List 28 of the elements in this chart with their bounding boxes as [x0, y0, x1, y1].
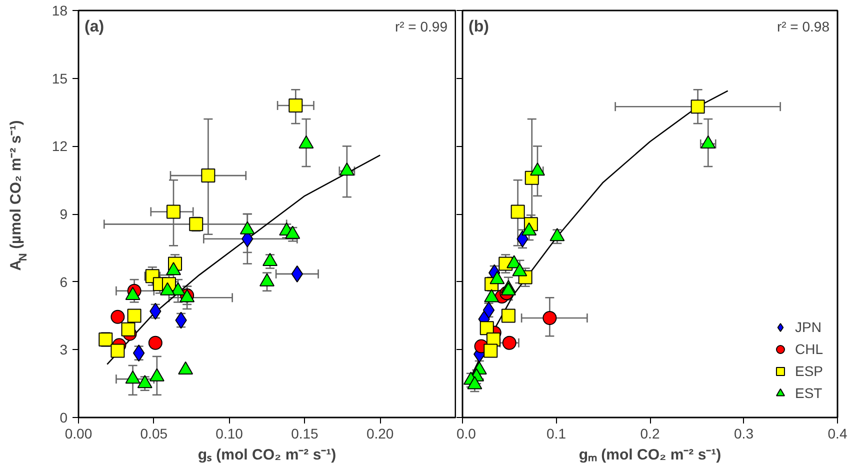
x-axis-title: gₛ (mol CO₂ m⁻² s⁻¹) — [198, 446, 336, 464]
y-axis-title: AN (µmol CO₂ m⁻² s⁻¹) — [8, 120, 30, 271]
legend-label: JPN — [794, 319, 822, 335]
y-tick-label: 3 — [60, 342, 68, 358]
text: (a) — [84, 18, 104, 36]
y-tick-label: 6 — [60, 274, 68, 290]
annotation: r² = 0.98 — [776, 18, 830, 34]
y-tick-label: 18 — [52, 2, 68, 18]
x-tick-label: 0.00 — [64, 426, 92, 442]
text: (b) — [468, 18, 489, 36]
x-tick-label: 0.4 — [828, 426, 848, 442]
x-tick-label: 0.1 — [546, 426, 566, 442]
y-tick-label: 12 — [52, 138, 68, 154]
y-tick-label: 0 — [60, 410, 68, 426]
y-tick-label: 9 — [60, 206, 68, 222]
y-tick-label: 15 — [52, 70, 68, 86]
x-tick-label: 0.0 — [456, 426, 476, 442]
x-tick-label: 0.05 — [140, 426, 168, 442]
annotation: r² = 0.99 — [394, 18, 448, 34]
x-tick-label: 0.3 — [734, 426, 754, 442]
x-tick-label: 0.20 — [366, 426, 394, 442]
legend-label: EST — [794, 385, 822, 401]
x-tick-label: 0.10 — [216, 426, 244, 442]
legend-label: ESP — [794, 363, 823, 379]
x-axis-title: gₘ (mol CO₂ m⁻² s⁻¹) — [578, 446, 722, 464]
legend-label: CHL — [794, 341, 823, 357]
x-tick-label: 0.2 — [640, 426, 660, 442]
x-tick-label: 0.15 — [291, 426, 319, 442]
